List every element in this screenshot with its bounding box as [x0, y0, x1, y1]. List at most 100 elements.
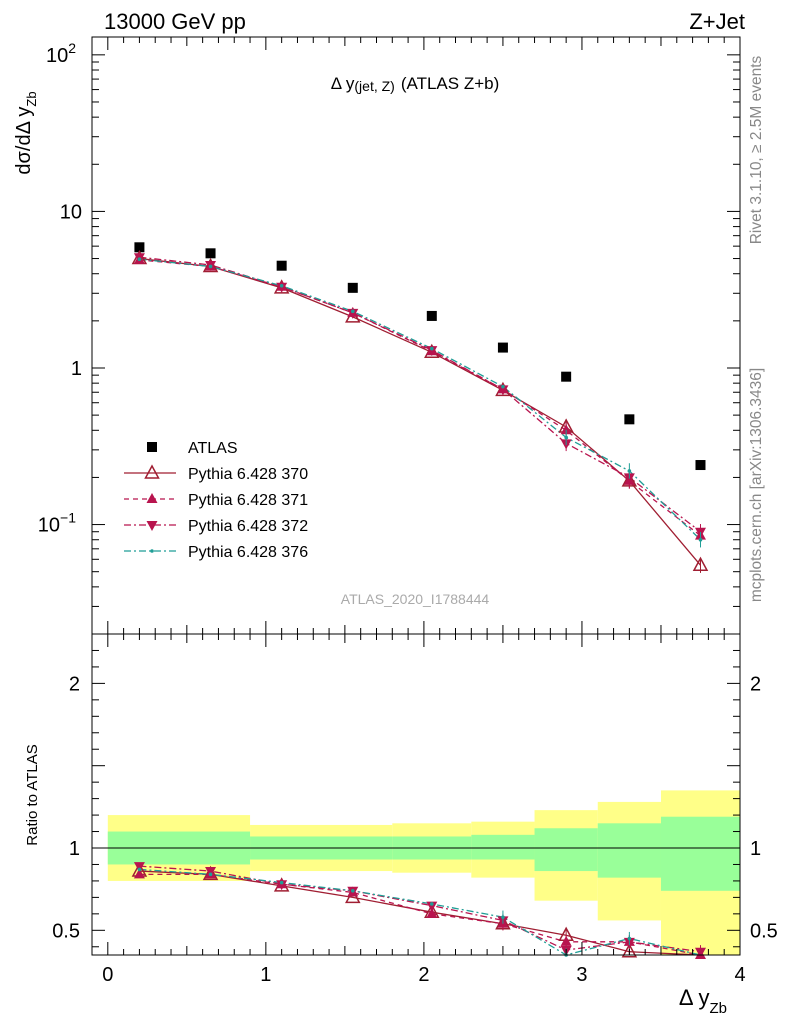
ratio-panel-frame [91, 633, 741, 956]
ratio-band-inner [597, 823, 661, 878]
main-plot-marks [131, 242, 709, 573]
ratio-point-pythia-6-428-372 [694, 947, 706, 958]
ratio-y-tick-label: 0.5 [52, 920, 80, 942]
main-point-atlas [276, 260, 287, 271]
ratio-y-tick-label: 2 [69, 673, 80, 695]
ratio-band-inner [660, 816, 740, 891]
main-y-axis-label: dσ/dΔ yZb [13, 91, 39, 174]
main-point-pythia-6-428-376 [137, 257, 142, 262]
mcplots-url-text: mcplots.cern.ch [arXiv:1306.3436] [748, 368, 765, 602]
ratio-point-pythia-6-428-376 [279, 880, 284, 885]
main-point-pythia-6-428-376 [501, 384, 505, 389]
main-point-atlas [134, 242, 145, 253]
ratio-point-pythia-6-428-371 [133, 868, 145, 879]
main-y-tick-label: 10 [60, 201, 82, 223]
legend-label: Pythia 6.428 376 [188, 544, 308, 561]
ratio-y-tick-label-right: 0.5 [750, 920, 778, 942]
ratio-x-axis-label: Δ yZb [679, 985, 727, 1017]
main-point-pythia-6-428-372 [276, 282, 288, 293]
main-plot-title: Δ y(jet, Z) (ATLAS Z+b) [331, 74, 500, 94]
legend-label: Pythia 6.428 370 [188, 466, 308, 483]
x-tick-label: 0 [102, 964, 113, 986]
legend-item-pythia-6-428-371: Pythia 6.428 371 [124, 492, 308, 509]
ratio-series-line-pythia-6-428-376 [139, 868, 701, 956]
ratio-point-pythia-6-428-376 [430, 902, 434, 906]
ratio-point-pythia-6-428-372 [276, 880, 288, 891]
ratio-y-tick-label: 1 [69, 838, 80, 860]
main-point-pythia-6-428-376 [279, 283, 284, 288]
ratio-plot-marks [131, 862, 706, 959]
main-point-pythia-6-428-372 [497, 385, 509, 396]
ratio-band-inner [471, 834, 535, 860]
main-point-atlas [695, 460, 706, 471]
ratio-y-tick-label-right: 1 [750, 838, 761, 860]
ratio-point-pythia-6-428-372 [133, 862, 145, 873]
rivet-version-text: Rivet 3.1.10, ≥ 2.5M events [748, 55, 765, 244]
legend-marker [150, 549, 154, 553]
ratio-point-pythia-6-428-376 [627, 936, 632, 941]
main-y-tick-label: 10−1 [38, 510, 76, 537]
legend-label: Pythia 6.428 371 [188, 492, 308, 509]
main-point-atlas [205, 248, 216, 259]
main-y-tick-label: 1 [71, 358, 82, 380]
title-tail: (ATLAS Z+b) [401, 74, 499, 93]
main-point-pythia-6-428-371 [560, 424, 572, 435]
main-y-axis-label-sub: Zb [24, 91, 39, 106]
x-tick-label: 1 [260, 964, 271, 986]
main-point-atlas [624, 414, 635, 425]
main-point-atlas [497, 342, 508, 353]
main-point-atlas [561, 371, 572, 382]
x-tick-label: 4 [734, 964, 745, 986]
x-tick-label: 2 [418, 964, 429, 986]
main-y-axis-label-main: dσ/dΔ y [13, 107, 35, 175]
main-point-pythia-6-428-370 [202, 257, 219, 273]
legend-item-pythia-6-428-376: Pythia 6.428 376 [124, 544, 308, 561]
ratio-point-pythia-6-428-372 [205, 867, 217, 878]
main-point-pythia-6-428-376 [430, 346, 434, 351]
main-point-pythia-6-428-376 [208, 264, 213, 269]
ratio-point-pythia-6-428-370 [621, 943, 638, 958]
ratio-point-pythia-6-428-371 [560, 935, 572, 946]
ratio-band-inner [534, 828, 598, 872]
main-point-atlas [347, 282, 358, 293]
ratio-y-tick-label-right: 2 [750, 673, 761, 695]
title-main: Δ y [331, 74, 355, 93]
legend-marker [146, 493, 158, 503]
main-point-pythia-6-428-376 [564, 435, 568, 440]
main-series-line-pythia-6-428-372 [139, 256, 701, 533]
legend-label: Pythia 6.428 372 [188, 518, 308, 535]
ratio-point-pythia-6-428-371 [426, 907, 438, 918]
ratio-uncertainty-bands [107, 790, 740, 955]
ratio-point-pythia-6-428-372 [426, 901, 438, 912]
ratio-axes: 0 1 2 3 40.5 0.51 12 2 [52, 634, 778, 986]
main-axes: 10−1 1 10 102 [38, 37, 741, 635]
ratio-point-pythia-6-428-376 [501, 915, 505, 919]
analysis-label: ATLAS_2020_I1788444 [341, 591, 490, 607]
legend-item-pythia-6-428-370: Pythia 6.428 370 [124, 464, 308, 483]
legend-item-pythia-6-428-372: Pythia 6.428 372 [124, 518, 308, 535]
ratio-point-pythia-6-428-376 [137, 867, 142, 872]
main-point-pythia-6-428-376 [627, 469, 632, 473]
legend-marker [144, 464, 160, 479]
header-right: Z+Jet [689, 9, 745, 34]
legend-marker [146, 521, 158, 531]
legend-item-atlas: ATLAS [147, 440, 238, 457]
main-point-atlas [426, 310, 437, 321]
legend: ATLAS Pythia 6.428 370 Pythia 6.428 371 Pyt… [124, 440, 308, 561]
ratio-point-pythia-6-428-376 [208, 872, 213, 877]
legend-label: ATLAS [188, 440, 238, 457]
ratio-y-axis-label: Ratio to ATLAS [24, 744, 41, 845]
main-point-pythia-6-428-372 [347, 308, 359, 319]
main-series-line-pythia-6-428-376 [139, 258, 701, 541]
main-point-pythia-6-428-376 [698, 537, 703, 542]
x-axis-label-sub: Zb [709, 1000, 727, 1017]
header-left: 13000 GeV pp [104, 9, 246, 34]
ratio-point-pythia-6-428-376 [350, 889, 355, 893]
main-point-pythia-6-428-376 [350, 309, 355, 314]
title-paren: (jet, Z) [354, 78, 394, 94]
main-point-pythia-6-428-372 [426, 346, 438, 357]
legend-marker [147, 442, 157, 452]
main-panel: 10−1 1 10 102 Δ y(jet, Z) (ATLAS Z+b) dσ/dΔ … [13, 36, 741, 635]
ratio-panel: 0 1 2 3 40.5 0.51 12 2 Ratio to ATLAS Δ yZb [24, 633, 778, 1017]
